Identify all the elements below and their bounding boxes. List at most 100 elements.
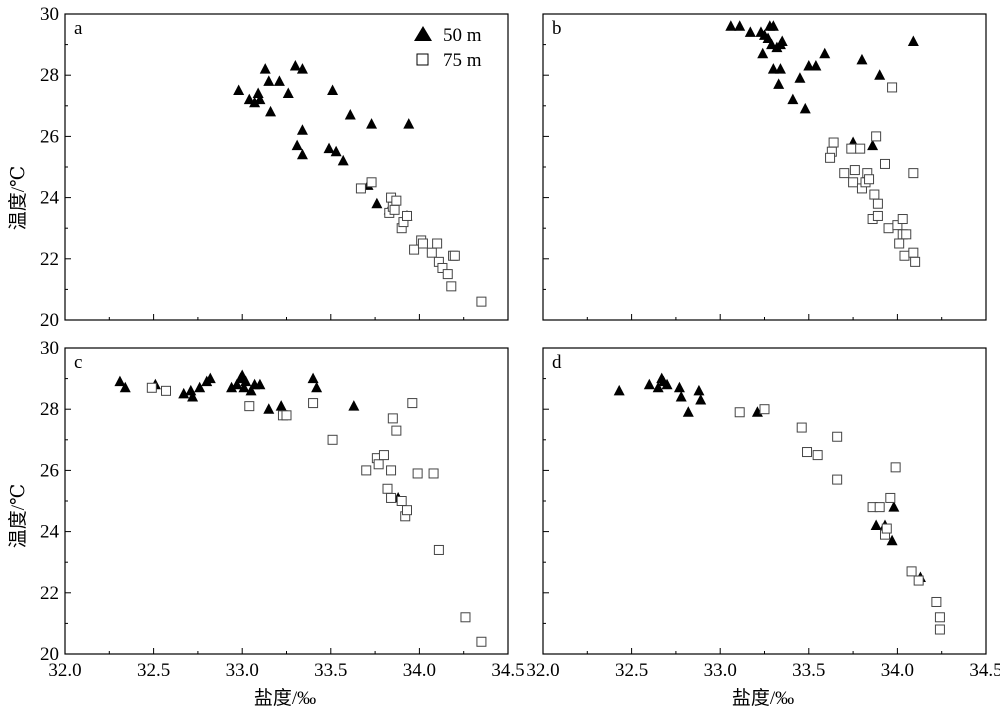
data-point-75m: [428, 468, 439, 479]
data-point-75m: [812, 450, 823, 461]
legend: 50 m 75 m: [414, 25, 482, 71]
data-point-50m: [613, 384, 625, 396]
data-point-50m: [185, 384, 197, 396]
data-point-75m: [382, 483, 393, 494]
data-point-50m: [867, 139, 879, 151]
data-point-50m: [734, 20, 746, 31]
data-point-75m: [409, 244, 420, 255]
x-tick-label: 33.5: [792, 660, 825, 681]
data-point-75m: [391, 425, 402, 436]
y-axis-label-bottom: 温度/℃: [7, 484, 29, 549]
data-point-75m: [433, 544, 444, 555]
data-point-50m: [296, 148, 308, 160]
data-point-75m: [901, 229, 912, 240]
y-tick-label: 30: [40, 4, 59, 25]
data-point-50m: [776, 35, 788, 47]
plot-frame: [64, 13, 509, 321]
data-point-75m: [879, 158, 890, 169]
y-tick-label: 30: [40, 338, 59, 359]
data-point-50m: [403, 118, 415, 129]
panel-letter: d: [552, 352, 562, 373]
x-tick-label: 34.0: [881, 660, 914, 681]
data-point-75m: [396, 496, 407, 506]
data-point-50m: [238, 381, 250, 393]
data-point-75m: [869, 189, 880, 200]
data-point-75m: [391, 195, 402, 206]
data-point-75m: [887, 82, 898, 93]
legend-marker-triangle: [414, 26, 432, 41]
data-point-50m: [888, 501, 900, 512]
data-point-75m: [796, 422, 807, 433]
data-point-75m: [913, 575, 924, 586]
data-point-75m: [437, 262, 448, 273]
data-point-75m: [355, 183, 366, 194]
data-point-75m: [872, 198, 883, 209]
data-point-50m: [289, 60, 301, 71]
data-point-75m: [361, 465, 372, 476]
data-point-50m: [233, 84, 245, 95]
data-point-50m: [787, 93, 799, 105]
data-point-75m: [849, 165, 860, 176]
x-tick-label: 34.5: [969, 660, 1000, 681]
legend-marker-square: [416, 53, 429, 66]
data-point-75m: [825, 152, 836, 163]
data-point-50m: [296, 124, 308, 135]
x-tick-label: 32.0: [48, 660, 81, 681]
data-point-75m: [386, 465, 397, 476]
data-point-50m: [799, 102, 811, 114]
data-point-50m: [819, 47, 831, 59]
data-point-75m: [417, 238, 428, 249]
data-point-50m: [344, 108, 356, 120]
x-tick-label: 32.5: [137, 660, 170, 681]
data-point-75m: [412, 468, 423, 479]
data-point-75m: [373, 459, 384, 470]
x-tick-label: 32.5: [615, 660, 648, 681]
data-point-75m: [378, 450, 389, 461]
data-point-75m: [460, 612, 471, 623]
data-point-75m: [934, 624, 945, 635]
data-point-50m: [243, 93, 255, 105]
panel-letter: a: [74, 18, 83, 39]
data-point-50m: [263, 403, 275, 414]
legend-label-50m: 50 m: [443, 25, 482, 46]
data-point-75m: [934, 612, 945, 623]
y-tick-label: 24: [40, 522, 60, 543]
legend-label-75m: 75 m: [443, 50, 482, 71]
data-point-50m: [371, 197, 383, 209]
data-point-50m: [803, 60, 815, 71]
data-point-75m: [366, 177, 377, 188]
data-point-75m: [892, 220, 903, 231]
panel-b: b: [542, 13, 987, 321]
panel-letter: b: [552, 18, 562, 39]
data-point-50m: [330, 145, 342, 157]
data-point-75m: [899, 250, 910, 261]
data-point-75m: [881, 523, 892, 534]
data-point-50m: [348, 400, 360, 411]
data-point-75m: [908, 247, 919, 258]
data-point-50m: [254, 378, 266, 390]
data-point-75m: [401, 210, 412, 221]
data-point-50m: [767, 63, 779, 74]
y-tick-label: 24: [40, 188, 60, 209]
data-point-75m: [308, 398, 319, 409]
data-point-50m: [337, 154, 349, 166]
data-point-50m: [874, 69, 886, 80]
data-point-75m: [832, 474, 843, 485]
data-point-50m: [695, 394, 707, 405]
data-point-75m: [759, 404, 770, 415]
data-point-50m: [231, 378, 243, 390]
plot-frame: [64, 347, 509, 655]
data-point-50m: [291, 139, 303, 151]
data-point-50m: [114, 375, 126, 387]
data-point-50m: [774, 63, 786, 74]
data-point-50m: [870, 519, 882, 530]
data-point-75m: [161, 385, 172, 396]
data-point-75m: [281, 410, 292, 421]
data-point-50m: [767, 20, 779, 31]
data-point-50m: [252, 87, 264, 99]
scatter-panels: 20 22 24 26 28 30 a b 32.0 32.5 33.0 33.5 34.0 34.5 20…: [40, 4, 1000, 681]
data-point-75m: [871, 131, 882, 142]
data-point-75m: [442, 269, 453, 280]
data-point-75m: [855, 143, 866, 154]
